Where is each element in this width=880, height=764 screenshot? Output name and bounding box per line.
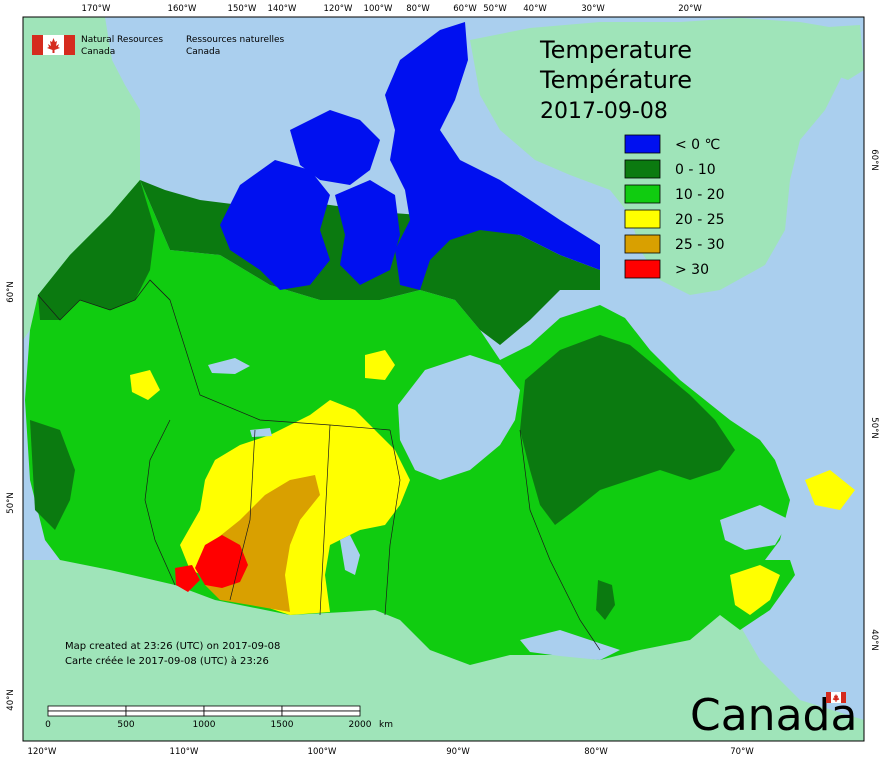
scale-bar: 0 500 1000 1500 2000 km bbox=[45, 705, 393, 730]
org-name-en-line2: Canada bbox=[81, 47, 115, 57]
lon-label-top: 40°W bbox=[523, 4, 547, 14]
zone-0-10-ontario bbox=[596, 580, 615, 620]
legend-label: > 30 bbox=[675, 262, 709, 278]
legend-swatch bbox=[624, 234, 661, 254]
scale-unit: km bbox=[379, 720, 393, 730]
scale-tick: 500 bbox=[117, 720, 134, 730]
great-lakes bbox=[520, 630, 620, 660]
lon-label-top: 60°W bbox=[453, 4, 477, 14]
lon-label-top: 80°W bbox=[406, 4, 430, 14]
lon-label-top: 160°W bbox=[168, 4, 197, 14]
iceland-land bbox=[812, 25, 864, 80]
zone-below-0-ellesmere bbox=[290, 110, 380, 185]
graticule-left: 60°N 50°N 40°N bbox=[6, 281, 16, 710]
scale-tick: 2000 bbox=[349, 720, 372, 730]
lon-label-top: 120°W bbox=[324, 4, 353, 14]
border-ab-sk bbox=[229, 429, 256, 601]
lon-label-bottom: 80°W bbox=[584, 747, 608, 757]
scale-tick: 1000 bbox=[193, 720, 216, 730]
hudson-bay bbox=[398, 355, 520, 480]
zone-above-30 bbox=[195, 535, 248, 588]
lon-label-bottom: 70°W bbox=[730, 747, 754, 757]
nrcan-signature: Natural Resources Canada Ressources natu… bbox=[32, 35, 285, 57]
zone-below-0-baffin bbox=[385, 22, 600, 290]
org-name-fr-line1: Ressources naturelles bbox=[186, 35, 285, 45]
map-border bbox=[22, 16, 865, 742]
lat-label-left: 40°N bbox=[6, 689, 16, 710]
canada-wordmark: Canada bbox=[690, 690, 857, 741]
graticule-top: 170°W 160°W 150°W 140°W 120°W 100°W 80°W… bbox=[82, 4, 703, 14]
alaska-land bbox=[23, 17, 140, 340]
great-slave-lake bbox=[208, 358, 250, 374]
usa-land bbox=[23, 560, 864, 741]
legend-swatch bbox=[624, 259, 661, 279]
lon-label-bottom: 120°W bbox=[28, 747, 57, 757]
created-note-en: Map created at 23:26 (UTC) on 2017-09-08 bbox=[65, 641, 280, 652]
border-bc-ab bbox=[144, 419, 176, 586]
legend-swatch bbox=[624, 159, 661, 179]
legend-label: 0 - 10 bbox=[675, 162, 716, 178]
lat-label-right: 50°N bbox=[869, 417, 879, 438]
map-date: 2017-09-08 bbox=[540, 99, 668, 124]
lon-label-bottom: 90°W bbox=[446, 747, 470, 757]
lon-label-bottom: 100°W bbox=[308, 747, 337, 757]
greenland-land bbox=[470, 18, 845, 295]
lon-label-bottom: 110°W bbox=[170, 747, 199, 757]
lake-athabasca bbox=[250, 428, 272, 437]
legend-label: 20 - 25 bbox=[675, 212, 725, 228]
border-sk-mb bbox=[319, 424, 331, 616]
created-note-fr: Carte créée le 2017-09-08 (UTC) à 23:26 bbox=[65, 655, 269, 667]
legend: < 0 ℃ 0 - 10 10 - 20 20 - 25 25 - 30 > 30 bbox=[624, 134, 725, 279]
zone-0-10-yukon bbox=[38, 180, 155, 320]
province-borders bbox=[37, 279, 601, 651]
legend-swatch bbox=[624, 134, 661, 154]
zone-above-30-west bbox=[175, 565, 200, 592]
zone-20-25-maritimes bbox=[730, 565, 780, 615]
legend-swatch bbox=[624, 184, 661, 204]
lake-winnipeg bbox=[340, 535, 360, 575]
lon-label-top: 150°W bbox=[228, 4, 257, 14]
map-title-en: Temperature bbox=[539, 36, 692, 64]
zone-20-25-newfoundland bbox=[805, 470, 855, 510]
border-nt-nu bbox=[149, 279, 391, 431]
zone-below-0-central-islands bbox=[335, 180, 400, 285]
wordmark-flag-icon bbox=[826, 692, 846, 703]
lat-label-right: 40°N bbox=[869, 629, 879, 650]
zone-20-25-bc-spot bbox=[130, 370, 160, 400]
border-mb-on bbox=[384, 429, 401, 616]
legend-swatch bbox=[624, 209, 661, 229]
legend-label: < 0 ℃ bbox=[675, 137, 720, 153]
scale-tick: 0 bbox=[45, 720, 51, 730]
lat-label-left: 60°N bbox=[6, 281, 16, 302]
lon-label-top: 20°W bbox=[678, 4, 702, 14]
lon-label-top: 30°W bbox=[581, 4, 605, 14]
map-title-fr: Température bbox=[539, 66, 692, 94]
graticule-right: 60°N 50°N 40°N bbox=[869, 149, 879, 650]
zone-below-0-victoria bbox=[220, 160, 330, 290]
legend-label: 10 - 20 bbox=[675, 187, 725, 203]
legend-label: 25 - 30 bbox=[675, 237, 725, 253]
border-on-qc bbox=[519, 429, 601, 651]
lon-label-top: 50°W bbox=[483, 4, 507, 14]
zone-20-25-nunavut-spot bbox=[365, 350, 395, 380]
lon-label-top: 140°W bbox=[268, 4, 297, 14]
graticule-bottom: 120°W 110°W 100°W 90°W 80°W 70°W bbox=[28, 747, 755, 757]
lon-label-top: 100°W bbox=[364, 4, 393, 14]
org-name-en-line1: Natural Resources bbox=[81, 35, 163, 45]
zone-0-10-bc bbox=[30, 420, 75, 530]
canada-flag-icon bbox=[32, 35, 75, 55]
scale-tick: 1500 bbox=[271, 720, 294, 730]
org-name-fr-line2: Canada bbox=[186, 47, 220, 57]
zone-0-10-quebec bbox=[520, 335, 735, 525]
lon-label-top: 170°W bbox=[82, 4, 111, 14]
lat-label-right: 60°N bbox=[869, 149, 879, 170]
gulf-st-lawrence bbox=[720, 505, 790, 550]
lat-label-left: 50°N bbox=[6, 492, 16, 513]
